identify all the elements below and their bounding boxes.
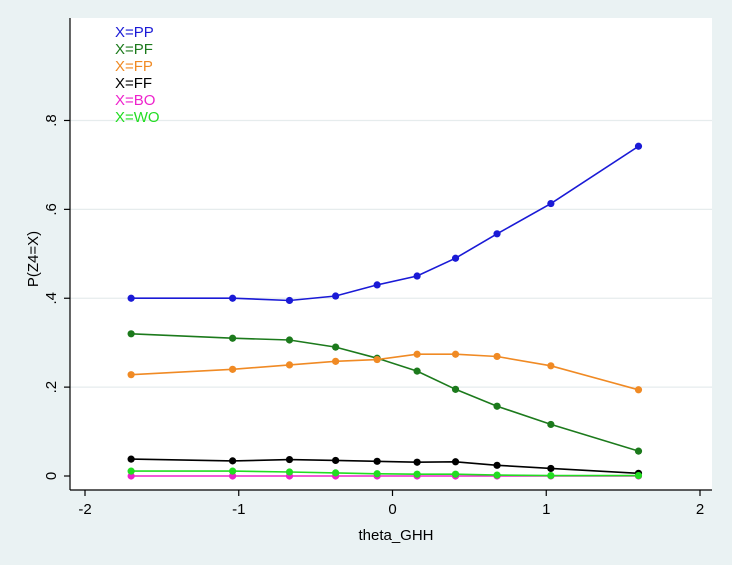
point-xpf-9 xyxy=(634,447,643,455)
point-xff-3 xyxy=(332,456,340,465)
x-tick-label-4: 2 xyxy=(696,501,704,518)
y-ticks: 0 .2 .4 .6 .8 xyxy=(43,114,70,480)
point-xpf-6 xyxy=(451,385,460,393)
point-xfp-7 xyxy=(493,352,501,361)
point-xwo-4 xyxy=(373,470,381,478)
point-xfp-6 xyxy=(451,350,460,358)
legend-entry-5: X=WO xyxy=(115,109,160,126)
point-xfp-9 xyxy=(634,386,643,394)
point-xwo-2 xyxy=(285,468,294,476)
y-tick-label-0: 0 xyxy=(43,472,60,480)
point-xff-5 xyxy=(413,458,421,466)
legend-entry-1: X=PF xyxy=(115,41,153,58)
y-tick-label-4: .8 xyxy=(43,114,60,127)
point-xfp-4 xyxy=(373,355,381,364)
x-tick-label-0: -2 xyxy=(78,501,91,518)
point-xwo-6 xyxy=(451,470,460,478)
point-xfp-2 xyxy=(285,361,294,369)
point-xwo-3 xyxy=(332,469,340,477)
series-line-xpp xyxy=(131,145,639,302)
point-xfp-0 xyxy=(127,371,135,379)
point-xpf-5 xyxy=(413,367,421,375)
point-xwo-5 xyxy=(413,470,421,478)
series-line-xpf xyxy=(131,333,639,452)
point-xff-8 xyxy=(547,464,555,473)
point-xff-7 xyxy=(493,461,501,469)
point-xff-0 xyxy=(127,455,135,463)
point-xpf-0 xyxy=(127,330,135,338)
point-xff-1 xyxy=(229,457,237,465)
point-xpf-1 xyxy=(229,334,237,342)
point-xfp-3 xyxy=(332,357,340,365)
point-xpp-5 xyxy=(413,272,421,280)
point-xpp-4 xyxy=(373,281,381,289)
point-xwo-8 xyxy=(547,471,555,480)
plot-area xyxy=(70,18,712,490)
y-axis-label: P(Z4=X) xyxy=(25,231,42,287)
point-xff-6 xyxy=(451,458,460,466)
y-tick-label-3: .6 xyxy=(43,203,60,216)
point-xfp-8 xyxy=(547,362,555,370)
point-xpf-8 xyxy=(547,420,555,429)
x-axis-label: theta_GHH xyxy=(358,527,433,544)
point-xpp-3 xyxy=(332,292,340,300)
y-tick-label-1: .2 xyxy=(43,381,60,394)
x-tick-label-3: 1 xyxy=(542,501,550,518)
point-xpf-3 xyxy=(332,343,340,351)
point-xfp-5 xyxy=(413,350,421,358)
y-tick-label-2: .4 xyxy=(43,292,60,305)
legend-entry-0: X=PP xyxy=(115,24,154,41)
series-layer xyxy=(127,142,643,480)
series-line-xff xyxy=(131,458,639,475)
point-xpf-7 xyxy=(493,402,501,410)
point-xwo-1 xyxy=(229,467,237,475)
legend-entry-3: X=FF xyxy=(115,75,152,92)
point-xpp-6 xyxy=(451,254,460,262)
point-xwo-9 xyxy=(634,471,643,480)
legend: X=PPX=PFX=FPX=FFX=BOX=WO xyxy=(115,24,160,126)
x-tick-label-2: 0 xyxy=(388,501,396,518)
series-line-xfp xyxy=(131,353,639,391)
point-xpf-2 xyxy=(285,336,294,344)
axes xyxy=(69,18,712,491)
point-xpp-1 xyxy=(229,294,237,302)
point-xff-4 xyxy=(373,457,381,465)
x-ticks: -2 -1 0 1 2 xyxy=(78,490,704,518)
legend-entry-4: X=BO xyxy=(115,92,155,109)
point-xff-2 xyxy=(285,455,294,464)
point-xpp-0 xyxy=(127,294,135,302)
point-xwo-0 xyxy=(127,467,135,475)
point-xpp-8 xyxy=(547,199,555,208)
series-line-xwo xyxy=(131,470,639,477)
x-tick-label-1: -1 xyxy=(232,501,245,518)
point-xpp-2 xyxy=(285,296,294,305)
point-xwo-7 xyxy=(493,471,501,479)
legend-entry-2: X=FP xyxy=(115,58,153,75)
point-xfp-1 xyxy=(229,365,237,373)
point-xpp-7 xyxy=(493,230,501,238)
point-xpp-9 xyxy=(634,142,643,150)
